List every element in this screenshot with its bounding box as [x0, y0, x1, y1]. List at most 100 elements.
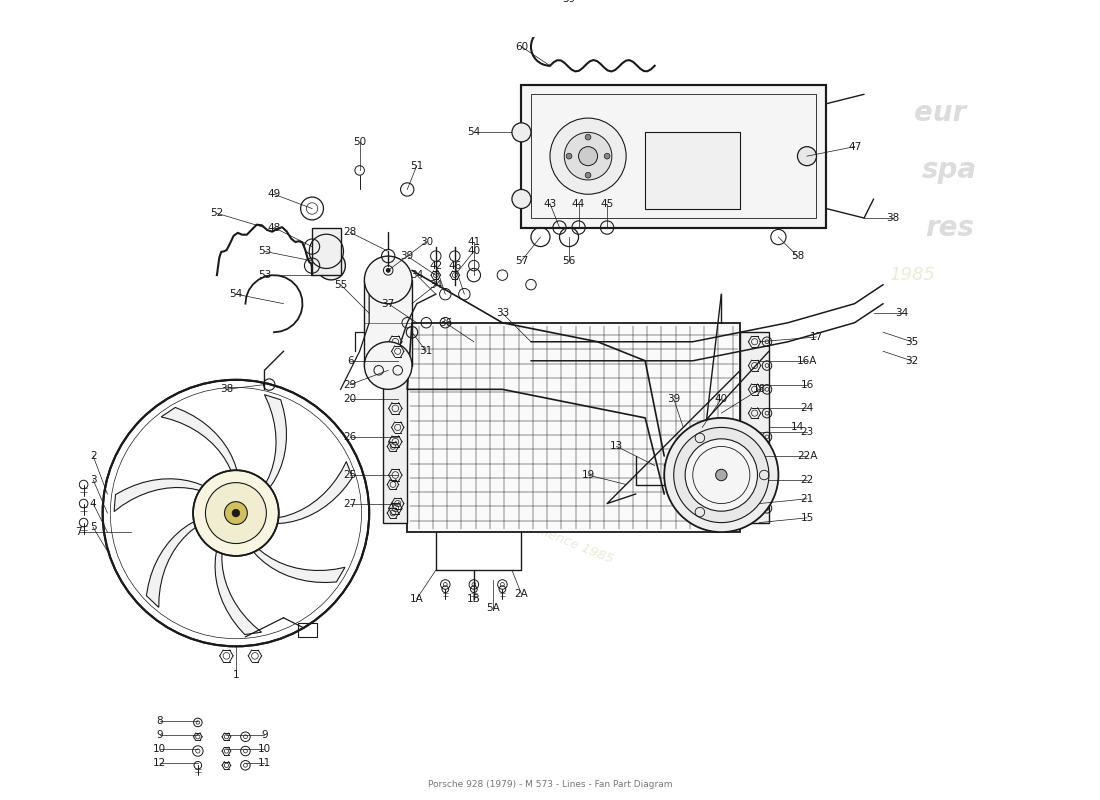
Polygon shape [248, 542, 345, 582]
Text: 34: 34 [895, 308, 909, 318]
Circle shape [673, 427, 769, 522]
Text: 29: 29 [343, 379, 356, 390]
Text: 54: 54 [229, 289, 242, 299]
Text: 58: 58 [791, 251, 804, 261]
Text: 5A: 5A [486, 603, 499, 614]
Circle shape [512, 123, 531, 142]
Text: 4: 4 [90, 498, 97, 509]
Text: 36: 36 [439, 318, 452, 328]
Text: 54: 54 [468, 127, 481, 138]
Text: 1A: 1A [410, 594, 424, 604]
Circle shape [585, 134, 591, 140]
Text: 44: 44 [572, 198, 585, 209]
Bar [646, 132, 740, 209]
Text: 40: 40 [715, 394, 728, 404]
Text: spa: spa [922, 157, 977, 185]
Text: 32: 32 [905, 356, 918, 366]
Circle shape [206, 482, 266, 543]
Text: 13: 13 [610, 442, 624, 451]
Circle shape [550, 118, 626, 194]
Circle shape [798, 146, 816, 166]
Text: 34: 34 [429, 280, 442, 290]
Circle shape [716, 470, 727, 481]
Circle shape [194, 470, 278, 556]
Polygon shape [214, 542, 262, 634]
Text: 38: 38 [886, 213, 900, 223]
Bar [407, 322, 740, 532]
Text: 52: 52 [210, 208, 223, 218]
Text: 49: 49 [267, 190, 280, 199]
Text: 18: 18 [752, 384, 766, 394]
Text: 2A: 2A [515, 589, 528, 599]
Text: 1: 1 [232, 670, 239, 680]
Text: 28: 28 [343, 227, 356, 238]
Text: 15: 15 [801, 513, 814, 523]
Text: 1985: 1985 [889, 266, 935, 284]
Text: 8: 8 [156, 715, 163, 726]
Polygon shape [161, 407, 239, 480]
Circle shape [364, 256, 412, 304]
Text: 47: 47 [848, 142, 861, 152]
Polygon shape [261, 394, 286, 494]
Circle shape [685, 439, 758, 511]
Text: 57: 57 [515, 256, 528, 266]
Bar [740, 332, 769, 522]
Text: 33: 33 [496, 308, 509, 318]
Text: 5: 5 [90, 522, 97, 532]
Text: 22A: 22A [796, 451, 817, 461]
Text: 31: 31 [419, 346, 433, 356]
Circle shape [585, 172, 591, 178]
Text: 20: 20 [343, 394, 356, 404]
Text: 51: 51 [410, 161, 424, 170]
Circle shape [664, 418, 779, 532]
Bar [384, 332, 407, 522]
Circle shape [512, 190, 531, 209]
Text: 6: 6 [346, 356, 353, 366]
Circle shape [317, 251, 345, 280]
Text: 55: 55 [334, 280, 348, 290]
Text: 2: 2 [90, 451, 97, 461]
Text: 10: 10 [153, 744, 166, 754]
Text: 16: 16 [801, 379, 814, 390]
Circle shape [386, 268, 390, 273]
Bar [531, 94, 816, 218]
Polygon shape [146, 518, 204, 607]
Bar [521, 85, 826, 227]
Text: 3: 3 [90, 474, 97, 485]
Text: 21: 21 [801, 494, 814, 504]
Text: 9: 9 [156, 730, 163, 740]
Circle shape [323, 239, 339, 254]
Text: 22: 22 [801, 474, 814, 485]
Text: 17: 17 [810, 332, 823, 342]
Text: 24: 24 [801, 403, 814, 414]
Text: 14: 14 [791, 422, 804, 433]
Text: 60: 60 [515, 42, 528, 52]
Text: res: res [925, 214, 975, 242]
Text: 1B: 1B [468, 594, 481, 604]
Bar [646, 132, 740, 209]
Bar [312, 227, 341, 275]
Text: 39: 39 [667, 394, 681, 404]
Polygon shape [114, 478, 212, 511]
Circle shape [224, 502, 248, 525]
Text: 42: 42 [429, 261, 442, 270]
Text: 59: 59 [562, 0, 575, 4]
Text: 45: 45 [601, 198, 614, 209]
Text: 39: 39 [400, 251, 414, 261]
Circle shape [566, 154, 572, 159]
Text: eurospares: eurospares [395, 355, 705, 518]
Text: 27: 27 [343, 498, 356, 509]
Text: 16A: 16A [796, 356, 817, 366]
Polygon shape [267, 462, 352, 524]
Text: 50: 50 [353, 137, 366, 147]
Text: 48: 48 [267, 222, 280, 233]
Text: 38: 38 [220, 384, 233, 394]
Text: eur: eur [914, 99, 967, 127]
Text: 30: 30 [420, 237, 432, 247]
Circle shape [564, 132, 612, 180]
Circle shape [232, 510, 240, 517]
Text: 7: 7 [76, 527, 82, 537]
Circle shape [579, 146, 597, 166]
Text: 46: 46 [448, 261, 461, 270]
Circle shape [604, 154, 611, 159]
